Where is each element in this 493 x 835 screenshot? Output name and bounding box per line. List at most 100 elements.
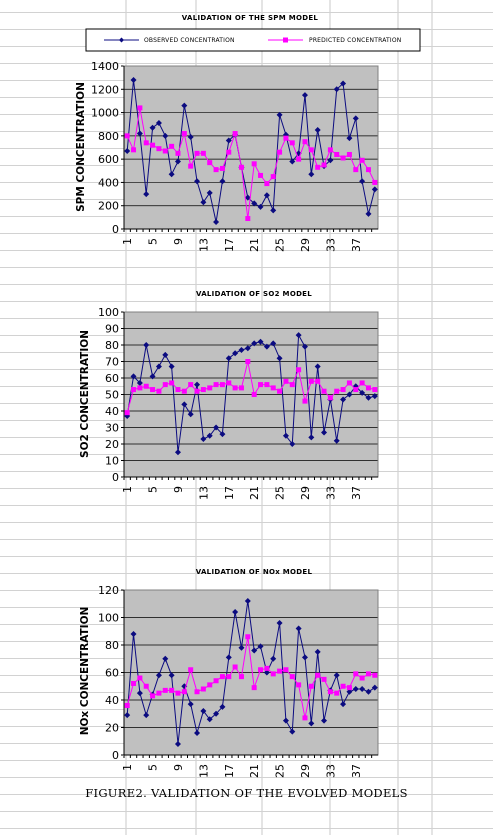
nox-predicted-point xyxy=(245,634,251,640)
so2-predicted-point xyxy=(327,395,333,401)
so2-observed-point xyxy=(308,434,315,441)
so2-x-tick-label: 33 xyxy=(324,486,337,500)
spm-plot-area: 0 200 400 600 800 1000 1200 1400 1 5 9 13 17 21 25 29 33… xyxy=(91,60,379,252)
nox-predicted-point xyxy=(365,671,371,677)
spm-observed-point xyxy=(257,203,264,210)
spm-observed-point xyxy=(124,147,131,154)
spm-plot-bg xyxy=(124,66,378,229)
so2-plot-area: 0 10 20 30 40 50 60 70 80 90 100 1 5 9 13 17 21 25 29 33 37 xyxy=(98,306,379,500)
spm-x-tick-label: 17 xyxy=(223,238,236,252)
nox-predicted-point xyxy=(143,683,149,689)
so2-predicted-point xyxy=(372,387,378,393)
nox-observed-point xyxy=(206,716,213,723)
so2-predicted-point xyxy=(359,380,365,386)
spm-predicted-point xyxy=(283,135,289,141)
spm-observed-point xyxy=(244,194,251,201)
spm-observed-point xyxy=(346,135,353,142)
spm-predicted-point xyxy=(372,179,378,185)
nox-observed-point xyxy=(276,620,283,626)
nox-predicted-point xyxy=(137,675,143,681)
nox-predicted-point xyxy=(308,683,314,689)
nox-observed-point xyxy=(232,609,239,615)
so2-observed-point xyxy=(346,391,353,398)
so2-predicted-point xyxy=(270,385,276,391)
so2-observed-point xyxy=(251,340,258,347)
spm-predicted-point xyxy=(302,139,308,145)
spm-predicted-point xyxy=(131,147,137,153)
nox-predicted-point xyxy=(150,693,156,699)
nox-y-tick-label: 100 xyxy=(98,612,119,625)
nox-observed-point xyxy=(225,654,232,661)
spm-observed-point xyxy=(340,80,347,87)
spm-x-tick-label: 25 xyxy=(274,238,287,252)
nox-chart-title: VALIDATION OF NOx MODEL xyxy=(196,568,313,576)
so2-observed-point xyxy=(200,436,207,443)
spm-predicted-point xyxy=(277,149,283,155)
spm-predicted-point xyxy=(289,140,295,146)
so2-observed-point xyxy=(187,411,194,418)
spm-predicted-point xyxy=(365,167,371,173)
so2-predicted-point xyxy=(308,378,314,384)
spm-predicted-point xyxy=(327,147,333,153)
nox-observed-point xyxy=(308,720,315,727)
nox-predicted-point xyxy=(302,715,308,721)
nox-predicted-point xyxy=(264,665,270,671)
so2-predicted-point xyxy=(264,382,270,388)
so2-observed-point xyxy=(136,379,143,386)
so2-y-tick-label: 0 xyxy=(112,471,119,484)
spm-predicted-point xyxy=(353,167,359,173)
spm-predicted-point xyxy=(334,151,340,157)
spm-observed-point xyxy=(219,178,226,185)
nox-y-tick-label: 20 xyxy=(105,722,119,735)
spm-observed-point xyxy=(327,157,334,164)
figure-caption: FIGURE2. VALIDATION OF THE EVOLVED MODEL… xyxy=(85,786,408,800)
spm-observed-point xyxy=(149,124,156,131)
spm-observed-point xyxy=(333,86,340,93)
nox-y-tick-label: 0 xyxy=(112,749,119,762)
nox-x-tick-label: 1 xyxy=(121,764,134,771)
nox-observed-point xyxy=(238,644,245,651)
nox-observed-point xyxy=(301,654,308,661)
nox-predicted-point xyxy=(315,672,321,678)
so2-predicted-line xyxy=(126,361,375,413)
spm-predicted-point xyxy=(194,150,200,156)
so2-observed-point xyxy=(282,432,289,439)
nox-observed-point xyxy=(219,703,226,710)
nox-observed-point xyxy=(257,643,264,650)
spm-observed-point xyxy=(174,158,181,165)
nox-observed-point xyxy=(244,598,251,604)
nox-observed-point xyxy=(124,712,131,719)
spm-predicted-point xyxy=(175,150,181,156)
spm-predicted-point xyxy=(150,142,156,148)
so2-predicted-point xyxy=(340,387,346,393)
so2-observed-line xyxy=(126,333,375,453)
spm-y-tick-label: 800 xyxy=(98,130,119,143)
so2-y-tick-label: 50 xyxy=(105,389,119,402)
so2-observed-point xyxy=(213,424,220,431)
so2-predicted-point xyxy=(321,388,327,394)
so2-predicted-point xyxy=(219,382,225,388)
nox-observed-point xyxy=(136,690,143,697)
so2-y-tick-label: 20 xyxy=(105,438,119,451)
spm-observed-point xyxy=(168,171,175,178)
nox-observed-point xyxy=(321,717,328,724)
spm-predicted-point xyxy=(162,148,168,154)
nox-predicted-point xyxy=(372,672,378,678)
spm-x-tick-label: 37 xyxy=(350,238,363,252)
spm-y-tick-label: 600 xyxy=(98,153,119,166)
nox-y-tick-label: 80 xyxy=(105,639,119,652)
so2-y-tick-label: 60 xyxy=(105,372,119,385)
so2-predicted-point xyxy=(200,387,206,393)
nox-observed-point xyxy=(365,688,372,695)
nox-predicted-point xyxy=(213,678,219,684)
spm-observed-point xyxy=(301,92,308,99)
spm-predicted-point xyxy=(156,146,162,152)
nox-predicted-point xyxy=(321,676,327,682)
nox-observed-point xyxy=(162,655,169,662)
so2-predicted-point xyxy=(289,382,295,388)
so2-observed-point xyxy=(333,437,340,444)
legend-predicted-marker xyxy=(283,37,288,43)
so2-observed-point xyxy=(232,350,239,357)
